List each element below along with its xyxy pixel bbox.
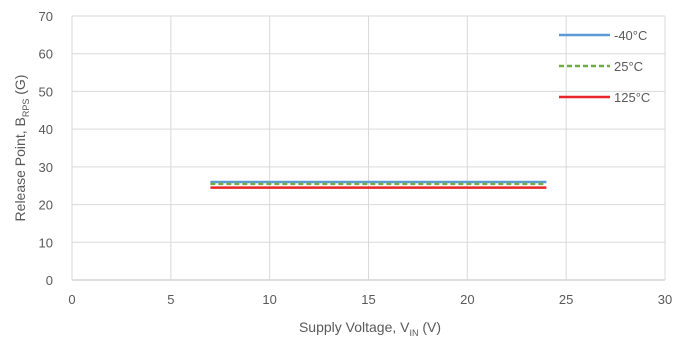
legend-label: -40°C: [614, 28, 647, 43]
y-tick-label: 0: [46, 273, 53, 288]
x-tick-label: 25: [559, 292, 573, 307]
x-tick-labels: 0 5 10 15 20 25 30: [68, 292, 672, 307]
y-tick-label: 10: [39, 235, 53, 250]
x-tick-label: 20: [460, 292, 474, 307]
x-tick-label: 30: [658, 292, 672, 307]
x-tick-label: 5: [167, 292, 174, 307]
y-tick-label: 70: [39, 9, 53, 24]
y-axis-title: Release Point, BRPS (G): [12, 75, 31, 222]
series-layer: [210, 180, 547, 189]
y-tick-label: 20: [39, 198, 53, 213]
legend-label: 25°C: [614, 59, 643, 74]
y-tick-label: 30: [39, 160, 53, 175]
y-tick-labels: 0 10 20 30 40 50 60 70: [39, 9, 53, 288]
x-tick-label: 15: [361, 292, 375, 307]
grid: [71, 15, 666, 281]
x-tick-label: 10: [262, 292, 276, 307]
y-tick-label: 40: [39, 122, 53, 137]
y-tick-label: 50: [39, 84, 53, 99]
legend: -40°C 25°C 125°C: [559, 28, 650, 105]
y-tick-label: 60: [39, 47, 53, 62]
x-axis-title: Supply Voltage, VIN (V): [299, 319, 441, 338]
x-tick-label: 0: [68, 292, 75, 307]
legend-label: 125°C: [614, 90, 650, 105]
